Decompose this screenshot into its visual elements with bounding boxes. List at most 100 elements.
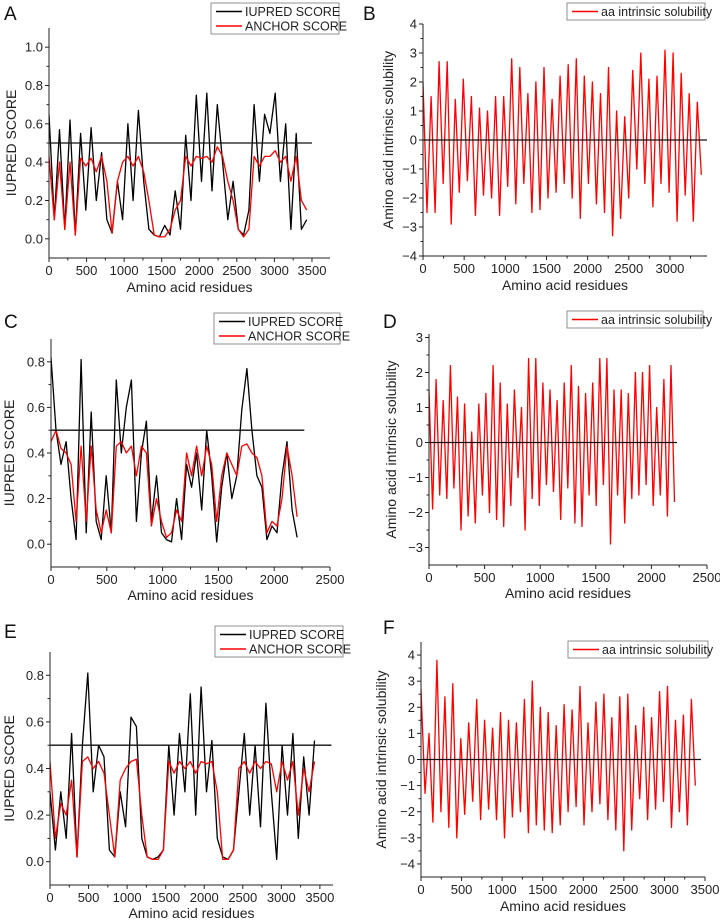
x-tick-label: 3000 <box>267 890 296 905</box>
y-tick-label: 0.0 <box>27 537 45 552</box>
y-tick-label: 0.8 <box>25 78 43 93</box>
y-tick-label: −2 <box>402 191 417 206</box>
x-tick-label: 2000 <box>573 261 602 276</box>
y-tick-label: 0.8 <box>27 354 45 369</box>
y-tick-label: 0.4 <box>25 155 43 170</box>
y-axis-title: IUPRED SCORE <box>1 715 17 822</box>
x-tick-label: 2500 <box>614 261 643 276</box>
y-tick-label: 0.6 <box>25 116 43 131</box>
panel-d: D 0 500 1000 1500 2000 2500 −3 −2 −1 0 1 2 3 Amino aci… <box>383 310 720 601</box>
legend-label: ANCHOR SCORE <box>249 643 351 657</box>
x-tick-label: 1500 <box>532 261 561 276</box>
y-tick-label: −4 <box>402 249 417 264</box>
y-axis-title: Amino acid intrinsic solubility <box>380 51 396 229</box>
y-tick-label: 0.2 <box>26 808 44 823</box>
x-tick-label: 500 <box>453 261 475 276</box>
legend-label: ANCHOR SCORE <box>248 330 350 344</box>
x-tick-label: 1000 <box>491 261 520 276</box>
y-tick-label: −3 <box>408 540 423 555</box>
x-tick-label: 500 <box>76 263 98 278</box>
x-tick-label: 2500 <box>228 890 257 905</box>
x-tick-label: 3500 <box>298 263 327 278</box>
x-tick-label: 2500 <box>609 882 638 897</box>
x-tick-label: 3500 <box>691 882 720 897</box>
y-tick-label: 3 <box>416 330 423 345</box>
x-tick-label: 3000 <box>650 882 679 897</box>
x-tick-label: 1000 <box>488 882 517 897</box>
legend: aa intrinsic solubility <box>567 640 714 659</box>
x-tick-label: 1000 <box>110 263 139 278</box>
x-tick-label: 0 <box>46 890 53 905</box>
y-tick-label: 0.4 <box>27 446 45 461</box>
x-tick-label: 0 <box>417 882 424 897</box>
panel-letter: D <box>383 312 397 333</box>
x-axis-title: Amino acid residues <box>128 905 254 921</box>
y-tick-label: 2 <box>416 365 423 380</box>
legend-box <box>566 310 704 329</box>
y-tick-label: 4 <box>408 648 415 663</box>
y-tick-label: −3 <box>402 220 417 235</box>
x-tick-label: 0 <box>45 263 52 278</box>
y-tick-label: 0.6 <box>27 400 45 415</box>
legend-box <box>567 640 709 659</box>
x-tick-label: 1500 <box>151 890 180 905</box>
legend-box <box>214 625 344 658</box>
x-tick-label: 3500 <box>305 890 334 905</box>
y-axis-title: Amino acid intrinsic solubility <box>383 360 399 538</box>
y-tick-label: −3 <box>400 830 415 845</box>
legend-label: aa intrinsic solubility <box>601 313 713 327</box>
y-tick-label: 0.4 <box>26 761 44 776</box>
x-axis-title: Amino acid residues <box>502 277 628 293</box>
x-tick-label: 1500 <box>147 263 176 278</box>
panel-e: E 0 500 1000 1500 2000 2500 3000 3500 0.0 0.2 0.4 0.… <box>1 622 351 921</box>
x-tick-label: 2000 <box>637 570 666 585</box>
y-tick-label: 0.6 <box>26 714 44 729</box>
y-tick-label: 0.0 <box>25 231 43 246</box>
legend-label: IUPRED SCORE <box>249 628 344 642</box>
y-tick-label: 2 <box>410 75 417 90</box>
series-line-iupred-score <box>49 92 308 238</box>
y-tick-label: −1 <box>402 162 417 177</box>
legend-box <box>210 2 340 35</box>
legend-label: aa intrinsic solubility <box>601 5 713 19</box>
y-tick-label: 1.0 <box>25 40 43 55</box>
legend-box <box>566 2 706 21</box>
x-tick-label: 500 <box>451 882 473 897</box>
x-tick-label: 1500 <box>528 882 557 897</box>
x-tick-label: 1000 <box>148 572 177 587</box>
legend-label: IUPRED SCORE <box>248 315 343 329</box>
y-tick-label: 3 <box>410 46 417 61</box>
x-tick-label: 500 <box>78 890 100 905</box>
x-tick-label: 500 <box>96 572 118 587</box>
y-tick-label: 1 <box>408 726 415 741</box>
series-line-aa-intrinsic-solubility <box>423 49 702 237</box>
x-tick-label: 1500 <box>204 572 233 587</box>
x-axis-title: Amino acid residues <box>505 585 631 601</box>
x-tick-label: 2500 <box>693 570 720 585</box>
y-tick-label: −2 <box>400 804 415 819</box>
x-tick-label: 1000 <box>526 570 555 585</box>
y-tick-label: 0.2 <box>25 193 43 208</box>
legend-box <box>213 312 341 345</box>
y-tick-label: 1 <box>410 104 417 119</box>
x-axis-title: Amino acid residues <box>500 898 626 914</box>
legend: aa intrinsic solubility <box>566 310 713 329</box>
panel-c: C 0 500 1000 1500 2000 2500 0.0 0.2 0.4 0.6 0.8 Amin… <box>1 312 350 603</box>
x-tick-label: 2000 <box>260 572 289 587</box>
panel-b: B 0 500 1000 1500 2000 2500 3000 −4 −3 −2 −1 0 1 2 3 4 Am… <box>363 2 713 293</box>
x-tick-label: 0 <box>425 570 432 585</box>
x-tick-label: 2500 <box>222 263 251 278</box>
y-tick-label: 4 <box>410 17 417 32</box>
panel-letter: C <box>4 312 18 333</box>
legend: aa intrinsic solubility <box>566 2 713 21</box>
x-tick-label: 2000 <box>569 882 598 897</box>
y-axis-title: IUPRED SCORE <box>3 90 19 197</box>
x-tick-label: 0 <box>419 261 426 276</box>
y-tick-label: −2 <box>408 505 423 520</box>
series-line-anchor-score <box>50 756 316 861</box>
x-axis-title: Amino acid residues <box>126 279 252 295</box>
y-tick-label: 0 <box>408 752 415 767</box>
legend-label: IUPRED SCORE <box>245 5 340 19</box>
